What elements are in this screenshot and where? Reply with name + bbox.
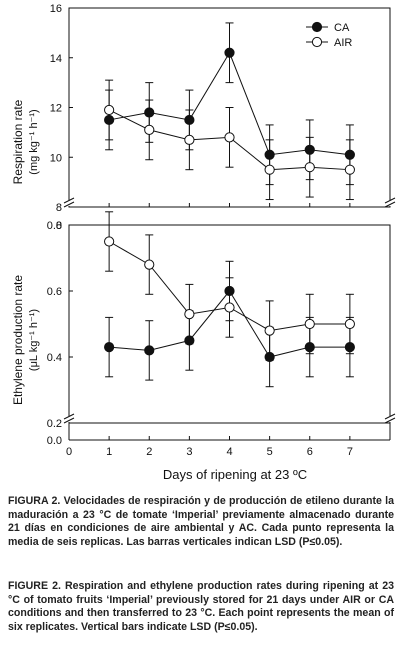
plot-frame (68, 224, 391, 424)
legend: CA AIR (306, 21, 352, 49)
data-point-ca (264, 149, 275, 160)
axis-break-right (384, 197, 396, 208)
legend-marker (311, 36, 323, 48)
data-point-air (344, 318, 355, 330)
data-point-ca (224, 285, 235, 297)
ethylene-ylabel: Ethylene production rate (11, 275, 25, 405)
x-tick-label: 5 (267, 446, 273, 458)
x-tick-label: 2 (146, 446, 152, 458)
y-tick-label: 16 (50, 3, 62, 15)
y-tick-label: 0.2 (47, 418, 62, 430)
x-tick-label: 3 (186, 446, 192, 458)
caption-english: FIGURE 2. Respiration and ethylene produ… (8, 580, 394, 633)
x-axis-label: Days of ripening at 23 ºC (163, 467, 307, 482)
y-tick-label: 14 (50, 53, 62, 65)
legend-marker (311, 21, 323, 33)
data-point-air (184, 309, 195, 320)
caption-spanish: FIGURA 2. Velocidades de respiración y d… (8, 495, 394, 548)
data-point-air (104, 236, 115, 247)
data-point-ca (224, 47, 235, 58)
data-point-ca (344, 342, 355, 353)
ethylene-ylabel-units: (μL kg⁻¹ h⁻¹) (28, 309, 40, 371)
data-point-air (304, 318, 315, 330)
x-tick-label: 4 (226, 446, 232, 458)
legend-item-ca: CA (306, 21, 350, 34)
data-point-air (224, 132, 235, 143)
respiration-ylabel: Respiration rate (11, 99, 25, 184)
legend-label: CA (334, 22, 350, 34)
data-point-air (104, 104, 115, 116)
data-point-air (264, 164, 275, 175)
ethylene-panel: 0.20.40.60.80 1 2 3 4 5 6 7 (47, 211, 396, 458)
data-point-air (304, 162, 315, 173)
y-tick-label: 0.6 (47, 286, 62, 298)
legend-item-air: AIR (306, 36, 352, 49)
data-point-ca (264, 351, 275, 363)
data-point-ca (144, 345, 155, 356)
data-point-air (344, 164, 355, 175)
data-point-ca (104, 114, 115, 126)
data-point-air (144, 124, 155, 135)
data-point-ca (344, 149, 355, 160)
y-tick-label: 10 (50, 152, 62, 164)
respiration-panel: 8 10 12 14 16 CA AIR (50, 3, 396, 214)
legend-label: AIR (334, 37, 352, 49)
y-tick-label: 0.4 (47, 352, 62, 364)
axis-break-left (63, 197, 75, 208)
data-point-ca (184, 335, 195, 346)
data-point-ca (104, 342, 115, 353)
axis-break-left (63, 413, 75, 424)
data-point-air (184, 134, 195, 145)
data-point-ca (304, 144, 315, 155)
respiration-ylabel-units: (mg kg⁻¹ h⁻¹) (28, 109, 40, 174)
y-tick-label: 8 (56, 202, 62, 214)
data-point-ca (144, 107, 155, 118)
data-point-air (144, 259, 155, 270)
y-tick-label: 12 (50, 103, 62, 115)
x-tick-label: 6 (307, 446, 313, 458)
data-point-ca (184, 114, 195, 126)
top-panel-zero-label: 0 (56, 220, 62, 232)
x-tick-label: 1 (106, 446, 112, 458)
y-tick-label: 0.8 (47, 220, 62, 232)
axis-break-right (384, 413, 396, 424)
x-tick-label: 0 (66, 446, 72, 458)
data-point-air (224, 302, 235, 313)
data-point-air (264, 325, 275, 336)
x-tick-label: 7 (347, 446, 353, 458)
data-point-ca (304, 342, 315, 353)
ethylene-origin-label: 0.0 (47, 435, 62, 447)
